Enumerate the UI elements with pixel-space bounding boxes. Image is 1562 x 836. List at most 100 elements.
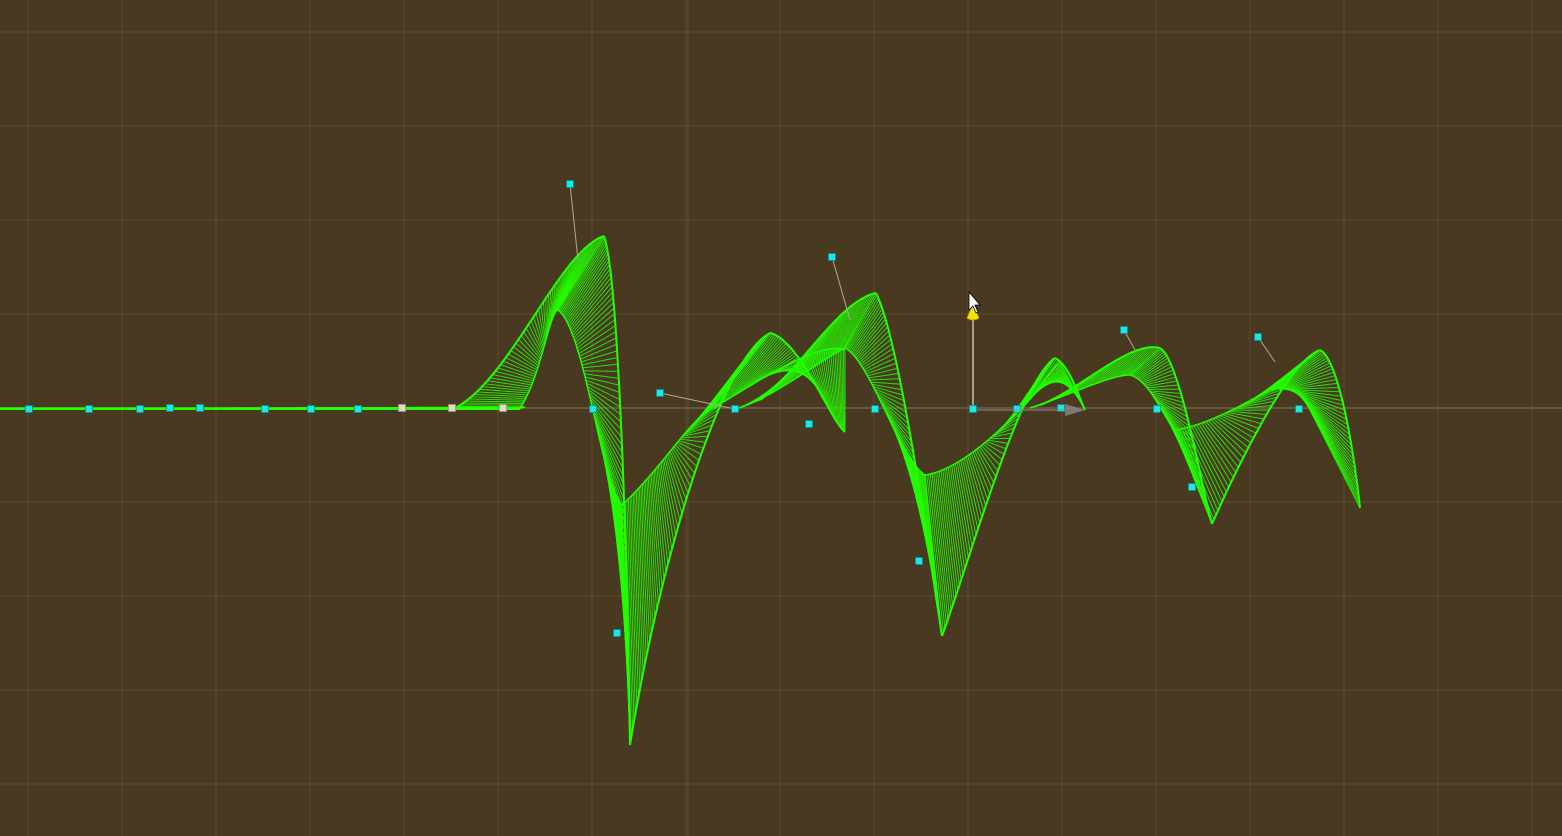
- control-point-handle[interactable]: [166, 404, 174, 412]
- ribbon-strand: [1161, 408, 1196, 452]
- control-point-handle[interactable]: [85, 405, 93, 413]
- ribbon-strand: [540, 305, 546, 343]
- ribbon-strand: [731, 339, 783, 398]
- ribbon-strand: [1286, 382, 1338, 390]
- ribbon-strand: [497, 367, 535, 380]
- control-point-handle[interactable]: [871, 405, 879, 413]
- ribbon-strand: [1179, 429, 1217, 516]
- control-point-handle[interactable]: [1153, 405, 1161, 413]
- ribbon-strand: [487, 380, 531, 388]
- ribbon-strand: [1210, 419, 1247, 454]
- ribbon-strand: [790, 340, 818, 382]
- ribbon-strand: [875, 390, 906, 407]
- ribbon-strand: [635, 490, 644, 674]
- control-point-handle[interactable]: [915, 557, 923, 565]
- ribbon-strand: [528, 324, 543, 353]
- control-point-handle[interactable]: [805, 420, 813, 428]
- ribbon-strand: [718, 334, 776, 405]
- ribbon-strand: [945, 468, 962, 581]
- control-point-handle[interactable]: [1057, 404, 1065, 412]
- ribbon-strand: [1143, 373, 1175, 385]
- ribbon-strand: [674, 444, 698, 468]
- ribbon-strand: [843, 293, 875, 350]
- gizmo-center-handle[interactable]: [969, 405, 977, 413]
- ribbon-strand: [1291, 390, 1344, 406]
- control-point-handle[interactable]: [1188, 483, 1196, 491]
- control-point-handle[interactable]: [1013, 405, 1021, 413]
- ribbon-strand: [963, 457, 981, 524]
- ribbon-strand: [940, 470, 957, 596]
- ribbon-strand: [683, 424, 713, 436]
- ribbon-strand: [557, 235, 605, 311]
- control-point-handle[interactable]: [261, 405, 269, 413]
- control-point-handle[interactable]: [828, 253, 836, 261]
- control-point-handle[interactable]: [307, 405, 315, 413]
- ribbon-strand: [592, 411, 624, 469]
- control-point-handle[interactable]: [136, 405, 144, 413]
- ribbon-strand: [984, 442, 1005, 455]
- ribbon-strand: [657, 465, 671, 558]
- ribbon-strand: [558, 237, 606, 312]
- control-point-handle-unselected[interactable]: [398, 404, 406, 412]
- ribbon-back-edge: [1029, 374, 1130, 409]
- ribbon-strand: [1226, 411, 1264, 420]
- ribbon-strand: [878, 397, 909, 425]
- ribbon-strand: [857, 330, 890, 362]
- control-point-handle[interactable]: [731, 405, 739, 413]
- gizmo-x-arrow-icon[interactable]: [1065, 404, 1085, 416]
- control-point-handle[interactable]: [1120, 326, 1128, 334]
- ribbon-strand: [564, 253, 609, 319]
- ribbon-strand: [587, 389, 621, 415]
- curve-ribbon[interactable]: [0, 235, 1361, 746]
- ribbon-strand: [746, 348, 792, 388]
- control-point-handle[interactable]: [566, 180, 574, 188]
- ribbon-strand: [565, 256, 610, 320]
- ribbon-strand: [881, 402, 911, 436]
- gizmo-y-arrow-icon[interactable]: [966, 302, 980, 321]
- ribbon-strand: [977, 447, 997, 478]
- control-point-handle[interactable]: [656, 389, 664, 397]
- ribbon-strand: [1126, 346, 1156, 376]
- ribbon-strand: [641, 484, 651, 642]
- control-point-handle[interactable]: [196, 404, 204, 412]
- ribbon-strand: [685, 413, 717, 433]
- control-point-handle[interactable]: [1295, 405, 1303, 413]
- ribbon-strand: [654, 469, 667, 573]
- control-point-handle[interactable]: [25, 405, 33, 413]
- ribbon-strand: [1021, 358, 1058, 408]
- ribbon-strand: [573, 296, 614, 339]
- ribbon-strand: [626, 500, 635, 722]
- ribbon-strand: [577, 325, 616, 352]
- ribbon-strand: [836, 296, 866, 353]
- ribbon-back-edge: [621, 409, 711, 506]
- ribbon-strand: [1224, 413, 1262, 425]
- ribbon-strand: [489, 377, 532, 386]
- ribbon-strand: [724, 336, 780, 402]
- control-point-handle[interactable]: [354, 405, 362, 413]
- control-point-handle-unselected[interactable]: [448, 404, 456, 412]
- ribbon-strand: [820, 309, 848, 363]
- control-point-handle[interactable]: [1254, 333, 1262, 341]
- ribbon-back-edge: [709, 347, 846, 411]
- mouse-pointer-arrow: [968, 290, 981, 314]
- ribbon-strand: [673, 446, 695, 474]
- control-point-handle[interactable]: [613, 629, 621, 637]
- ribbon-strand: [582, 363, 618, 369]
- ribbon-strand: [1242, 388, 1283, 406]
- control-point-handle-unselected[interactable]: [499, 404, 507, 412]
- tangent-handle-line: [659, 392, 736, 410]
- ribbon-strand: [740, 344, 789, 392]
- move-gizmo[interactable]: [966, 302, 1085, 416]
- ribbon-strand: [873, 386, 904, 396]
- ribbon-strand: [1124, 346, 1154, 376]
- ribbon-strand: [1181, 428, 1219, 511]
- ribbon-strand: [992, 427, 1015, 437]
- control-point-handle[interactable]: [589, 405, 597, 413]
- ribbon-front-edge: [1319, 349, 1361, 509]
- ribbon-strand: [669, 451, 689, 494]
- ribbon-strand: [935, 472, 952, 611]
- ribbon-strand: [1208, 420, 1244, 458]
- ribbon-strand: [807, 322, 834, 371]
